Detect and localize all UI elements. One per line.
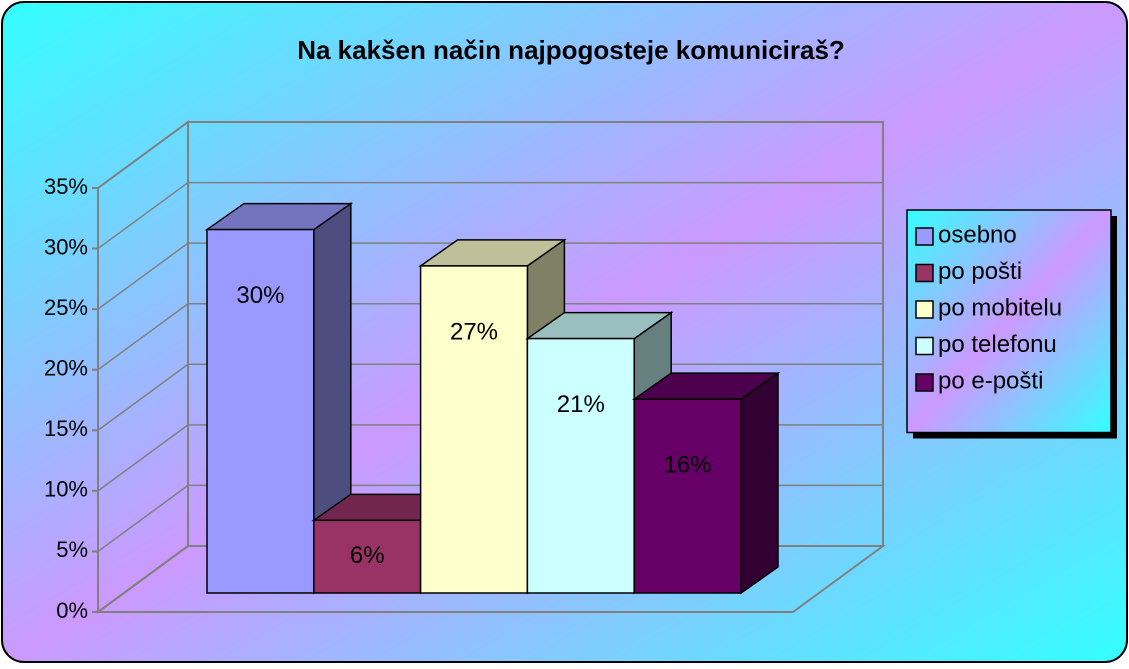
legend-swatch xyxy=(915,227,934,246)
bar-side xyxy=(740,371,779,595)
data-label: 30% xyxy=(236,282,284,309)
y-tick-label: 30% xyxy=(44,234,88,259)
bar xyxy=(206,228,315,594)
legend-label: osebno xyxy=(938,221,1017,248)
bar xyxy=(313,519,422,594)
y-tick-label: 0% xyxy=(56,598,88,623)
bar xyxy=(526,337,635,594)
bar xyxy=(633,398,742,594)
y-tick-label: 25% xyxy=(44,295,88,320)
y-tick-label: 20% xyxy=(44,356,88,381)
y-tick-label: 10% xyxy=(44,477,88,502)
grid-line xyxy=(97,302,883,371)
grid-line xyxy=(97,121,883,189)
legend-label: po pošti xyxy=(938,258,1022,285)
y-tick-label: 15% xyxy=(44,416,88,441)
grid-line xyxy=(97,181,883,250)
y-tick-label: 5% xyxy=(56,537,88,562)
legend-swatch xyxy=(915,300,934,319)
legend-label: po mobitelu xyxy=(938,294,1062,321)
grid-line xyxy=(97,242,883,310)
legend-label: po e-pošti xyxy=(938,367,1043,394)
legend-swatch xyxy=(915,263,934,283)
data-label: 6% xyxy=(350,542,385,569)
y-tick-label: 35% xyxy=(44,174,88,199)
data-label: 21% xyxy=(557,391,605,418)
data-label: 27% xyxy=(450,318,498,345)
legend-swatch xyxy=(915,336,934,356)
chart-title: Na kakšen način najpogosteje komuniciraš… xyxy=(297,35,845,65)
bar xyxy=(419,265,529,594)
legend-swatch xyxy=(915,373,934,392)
legend xyxy=(906,209,1112,434)
data-label: 16% xyxy=(664,452,712,479)
legend-label: po telefonu xyxy=(938,331,1057,358)
